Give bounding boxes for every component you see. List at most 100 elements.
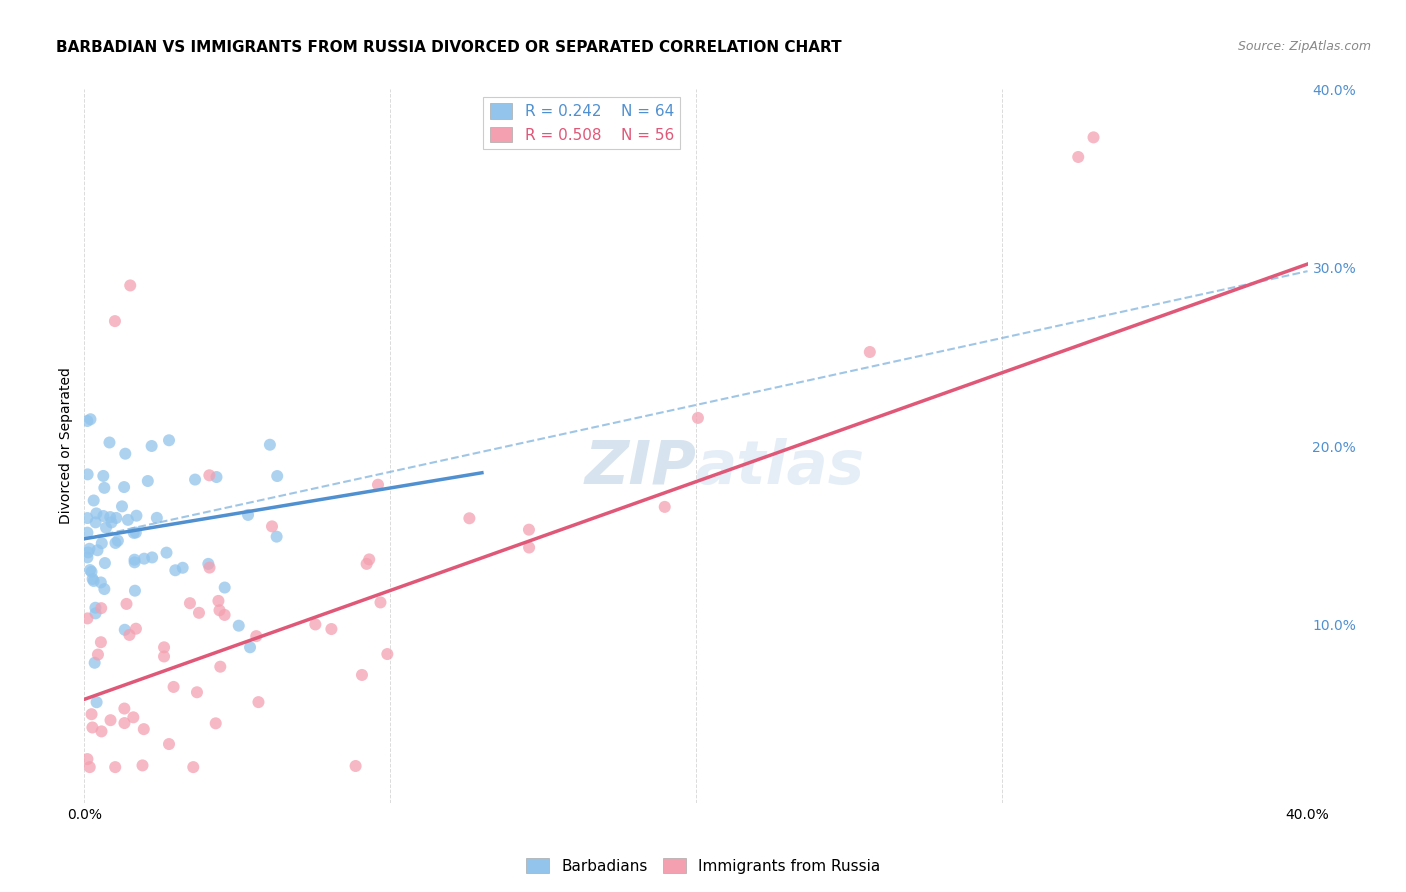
- Point: [367, 477, 389, 491]
- Point: [100, 713, 122, 727]
- Point: [90, 536, 112, 550]
- Point: [76, 611, 98, 625]
- Point: [259, 438, 281, 452]
- Point: [76, 550, 98, 565]
- Point: [79, 541, 101, 556]
- Text: Source: ZipAtlas.com: Source: ZipAtlas.com: [1237, 40, 1371, 54]
- Point: [155, 546, 177, 560]
- Point: [125, 622, 148, 636]
- Legend: R = 0.242    N = 64, R = 0.508    N = 56: R = 0.242 N = 64, R = 0.508 N = 56: [484, 97, 681, 149]
- Point: [125, 525, 148, 540]
- Point: [172, 561, 194, 575]
- Point: [859, 345, 882, 359]
- Point: [125, 508, 148, 523]
- Point: [112, 480, 135, 494]
- Point: [209, 659, 232, 673]
- Point: [141, 439, 163, 453]
- Y-axis label: Divorced or Separated: Divorced or Separated: [59, 368, 73, 524]
- Point: [153, 640, 176, 655]
- Point: [84, 607, 107, 621]
- Point: [79, 412, 101, 426]
- Point: [76, 414, 98, 428]
- Point: [239, 640, 262, 655]
- Legend: Barbadians, Immigrants from Russia: Barbadians, Immigrants from Russia: [520, 852, 886, 880]
- Point: [98, 435, 121, 450]
- Point: [260, 519, 283, 533]
- Point: [82, 572, 104, 586]
- Point: [654, 500, 676, 514]
- Point: [114, 716, 136, 731]
- Point: [114, 447, 136, 461]
- Point: [105, 511, 128, 525]
- Point: [86, 507, 108, 521]
- Point: [236, 508, 259, 522]
- Point: [83, 656, 105, 670]
- Text: atlas: atlas: [696, 438, 865, 497]
- Point: [165, 563, 187, 577]
- Point: [107, 533, 129, 548]
- Point: [80, 707, 103, 722]
- Point: [134, 551, 156, 566]
- Point: [207, 594, 229, 608]
- Point: [321, 622, 343, 636]
- Point: [80, 565, 103, 579]
- Point: [186, 685, 208, 699]
- Point: [214, 581, 236, 595]
- Point: [120, 278, 142, 293]
- Point: [157, 737, 180, 751]
- Point: [124, 555, 146, 569]
- Point: [76, 525, 98, 540]
- Point: [91, 469, 114, 483]
- Point: [94, 521, 117, 535]
- Point: [118, 628, 141, 642]
- Text: BARBADIAN VS IMMIGRANTS FROM RUSSIA DIVORCED OR SEPARATED CORRELATION CHART: BARBADIAN VS IMMIGRANTS FROM RUSSIA DIVO…: [56, 40, 842, 55]
- Point: [122, 710, 145, 724]
- Point: [245, 629, 267, 643]
- Point: [198, 560, 221, 574]
- Point: [141, 550, 163, 565]
- Point: [111, 500, 134, 514]
- Point: [84, 600, 107, 615]
- Point: [184, 473, 207, 487]
- Point: [90, 635, 112, 649]
- Point: [82, 721, 104, 735]
- Point: [93, 509, 115, 524]
- Point: [77, 545, 100, 559]
- Point: [90, 601, 112, 615]
- Point: [359, 552, 381, 566]
- Point: [204, 716, 226, 731]
- Point: [114, 623, 136, 637]
- Point: [266, 530, 288, 544]
- Point: [90, 575, 112, 590]
- Point: [104, 314, 127, 328]
- Point: [188, 606, 211, 620]
- Point: [375, 647, 398, 661]
- Point: [136, 474, 159, 488]
- Point: [153, 649, 176, 664]
- Point: [87, 648, 110, 662]
- Point: [458, 511, 481, 525]
- Point: [344, 759, 367, 773]
- Point: [76, 752, 98, 766]
- Point: [124, 552, 146, 566]
- Point: [517, 523, 540, 537]
- Point: [90, 724, 112, 739]
- Point: [131, 758, 153, 772]
- Point: [179, 596, 201, 610]
- Point: [356, 557, 378, 571]
- Point: [198, 468, 221, 483]
- Point: [132, 722, 155, 736]
- Point: [93, 582, 115, 596]
- Point: [157, 434, 180, 448]
- Point: [266, 469, 288, 483]
- Point: [517, 541, 540, 555]
- Point: [146, 511, 169, 525]
- Point: [124, 583, 146, 598]
- Point: [197, 557, 219, 571]
- Point: [181, 760, 204, 774]
- Point: [304, 617, 326, 632]
- Point: [76, 467, 98, 482]
- Point: [86, 695, 108, 709]
- Point: [350, 668, 373, 682]
- Point: [104, 760, 127, 774]
